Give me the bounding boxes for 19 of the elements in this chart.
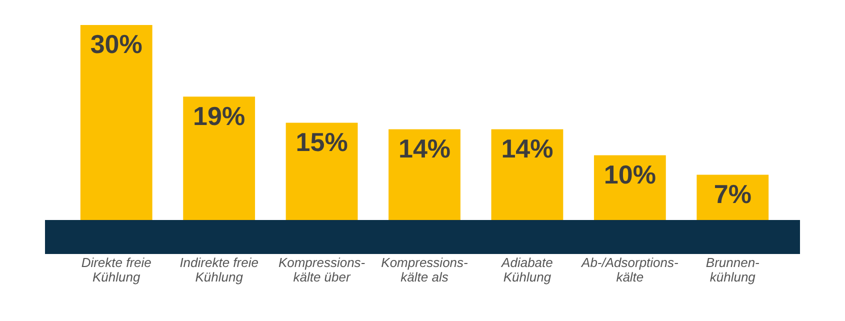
- data-label: 7%: [714, 178, 752, 209]
- bar: [491, 129, 564, 220]
- data-label: 10%: [604, 159, 656, 190]
- data-label: 30%: [90, 29, 142, 60]
- x-tick-label: Brunnen- kühlung: [706, 255, 760, 284]
- x-tick-label: Direkte freie Kühlung: [81, 255, 152, 284]
- x-tick-label: Adiabate Kühlung: [500, 255, 553, 284]
- data-label: 14%: [501, 133, 554, 164]
- x-tick-label: Kompressions- kälte als: [381, 255, 469, 284]
- bar: [80, 25, 152, 220]
- x-tick-label: Indirekte freie Kühlung: [180, 255, 258, 284]
- data-label: 15%: [296, 126, 348, 157]
- bar: [388, 129, 460, 220]
- x-tick-label: Ab-/Adsorptions- kälte: [580, 255, 680, 284]
- data-label: 19%: [193, 100, 246, 131]
- data-label: 14%: [398, 133, 451, 164]
- bar: [183, 96, 256, 220]
- x-tick-label: Kompressions- kälte über: [278, 255, 366, 284]
- bar: [286, 122, 358, 220]
